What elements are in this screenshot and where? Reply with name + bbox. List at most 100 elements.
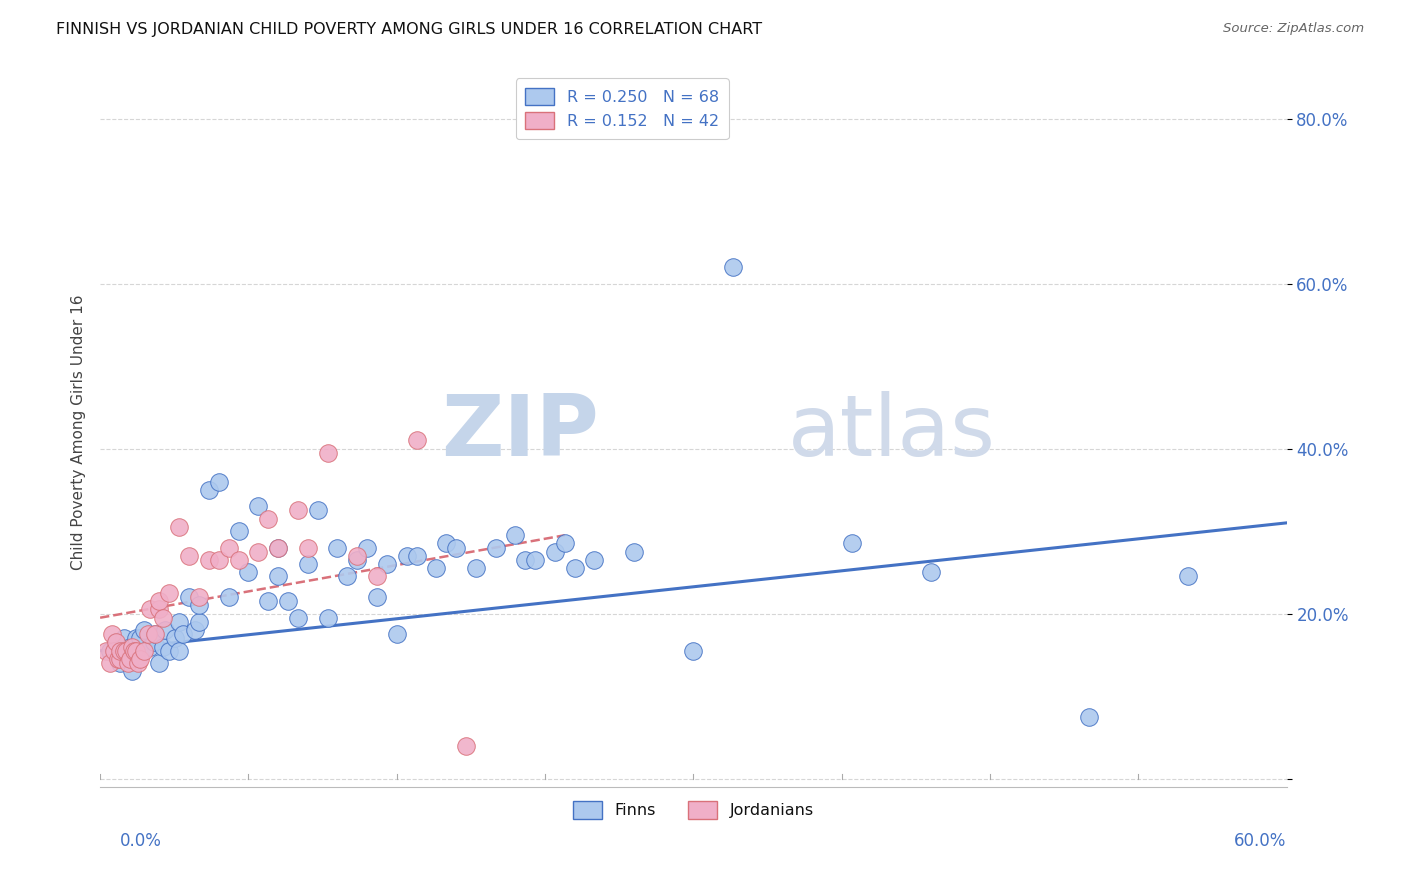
Point <box>346 549 368 563</box>
Point <box>297 557 319 571</box>
Point <box>121 640 143 654</box>
Point <box>179 590 201 604</box>
Point <box>114 644 136 658</box>
Point <box>108 644 131 658</box>
Point <box>395 549 418 563</box>
Point <box>434 536 457 550</box>
Point <box>167 644 190 658</box>
Point <box>114 644 136 658</box>
Point <box>721 260 744 275</box>
Y-axis label: Child Poverty Among Girls Under 16: Child Poverty Among Girls Under 16 <box>72 294 86 570</box>
Point <box>128 648 150 662</box>
Point <box>554 536 576 550</box>
Point <box>167 615 190 629</box>
Point <box>152 611 174 625</box>
Point <box>267 569 290 583</box>
Point <box>136 627 159 641</box>
Point <box>464 561 486 575</box>
Point <box>112 644 135 658</box>
Point <box>524 553 547 567</box>
Point <box>132 644 155 658</box>
Point <box>267 541 290 555</box>
Point <box>122 644 145 658</box>
Point <box>228 524 250 538</box>
Point <box>128 632 150 646</box>
Point <box>104 635 127 649</box>
Point <box>1177 569 1199 583</box>
Point <box>1077 709 1099 723</box>
Point <box>316 611 339 625</box>
Point <box>148 602 170 616</box>
Point <box>505 528 527 542</box>
Point <box>104 635 127 649</box>
Point <box>198 553 221 567</box>
Point <box>145 627 167 641</box>
Point <box>346 553 368 567</box>
Point <box>444 541 467 555</box>
Point <box>564 561 586 575</box>
Point <box>145 627 167 641</box>
Point <box>118 640 141 654</box>
Point <box>326 541 349 555</box>
Point <box>336 569 359 583</box>
Point <box>155 623 177 637</box>
Point <box>188 590 211 604</box>
Text: Source: ZipAtlas.com: Source: ZipAtlas.com <box>1223 22 1364 36</box>
Point <box>623 545 645 559</box>
Point <box>366 590 388 604</box>
Point <box>138 602 160 616</box>
Point <box>108 656 131 670</box>
Point <box>98 656 121 670</box>
Point <box>148 656 170 670</box>
Point <box>157 586 180 600</box>
Text: atlas: atlas <box>789 391 997 474</box>
Text: 0.0%: 0.0% <box>120 831 162 849</box>
Point <box>297 541 319 555</box>
Point <box>425 561 447 575</box>
Point <box>98 644 121 658</box>
Point <box>94 644 117 658</box>
Point <box>121 665 143 679</box>
Point <box>218 541 240 555</box>
Point <box>682 644 704 658</box>
Point <box>385 627 408 641</box>
Point <box>841 536 863 550</box>
Point <box>167 520 190 534</box>
Point <box>112 632 135 646</box>
Point <box>287 611 309 625</box>
Point <box>138 640 160 654</box>
Point <box>247 545 270 559</box>
Point <box>287 503 309 517</box>
Point <box>103 644 125 658</box>
Point <box>405 549 427 563</box>
Legend: Finns, Jordanians: Finns, Jordanians <box>567 795 820 825</box>
Point <box>125 644 148 658</box>
Point <box>316 446 339 460</box>
Point <box>405 434 427 448</box>
Point <box>515 553 537 567</box>
Point <box>375 557 398 571</box>
Point <box>188 599 211 613</box>
Text: ZIP: ZIP <box>440 391 599 474</box>
Text: FINNISH VS JORDANIAN CHILD POVERTY AMONG GIRLS UNDER 16 CORRELATION CHART: FINNISH VS JORDANIAN CHILD POVERTY AMONG… <box>56 22 762 37</box>
Point <box>544 545 567 559</box>
Point <box>165 632 187 646</box>
Point <box>128 652 150 666</box>
Point <box>101 627 124 641</box>
Point <box>107 652 129 666</box>
Point <box>257 594 280 608</box>
Point <box>267 541 290 555</box>
Point <box>228 553 250 567</box>
Point <box>152 640 174 654</box>
Point <box>157 644 180 658</box>
Point <box>148 594 170 608</box>
Point <box>179 549 201 563</box>
Point <box>247 500 270 514</box>
Point <box>366 569 388 583</box>
Point <box>454 739 477 753</box>
Point <box>117 656 139 670</box>
Point <box>188 615 211 629</box>
Point <box>356 541 378 555</box>
Point <box>485 541 508 555</box>
Point <box>108 652 131 666</box>
